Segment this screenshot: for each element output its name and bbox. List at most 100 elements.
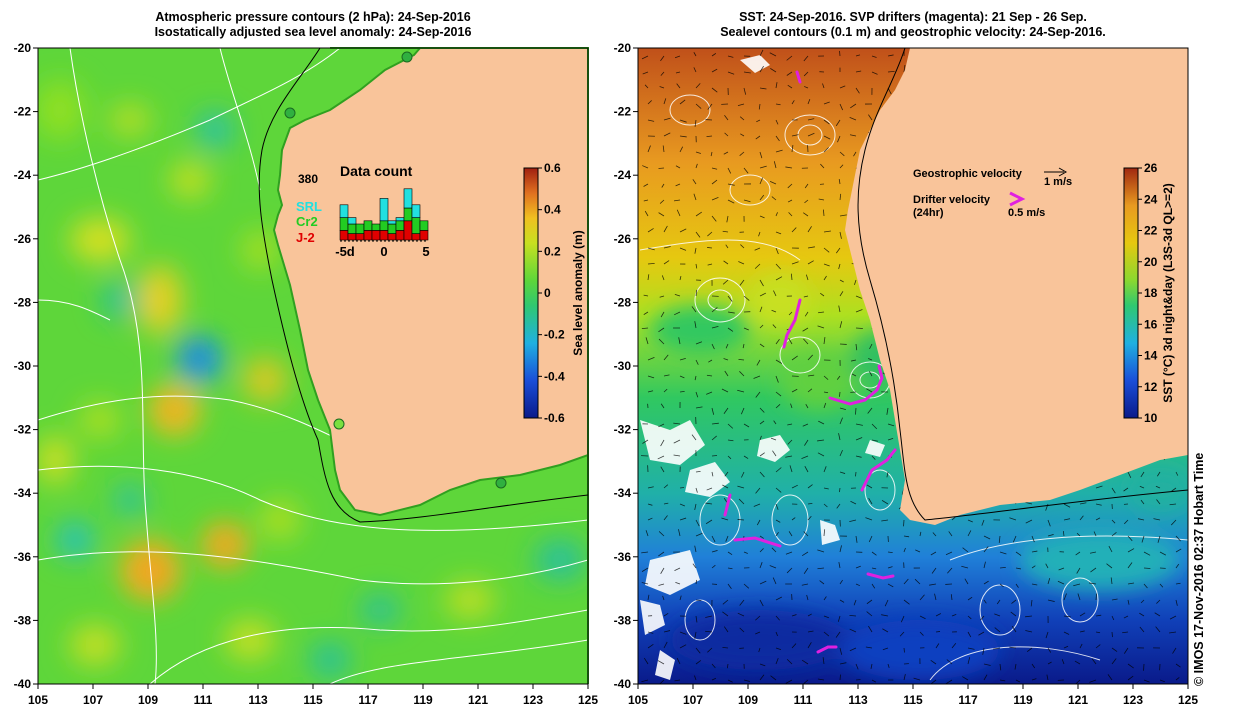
- sst-colorbar: 26 24 22 20 18 16 14 12 10 SST (°C) 3d night&day…: [1123, 161, 1175, 425]
- left-lat-tick-label: -20: [14, 41, 32, 55]
- sla-colorbar: 0.6 0.4 0.2 0 -0.2 -0.4 -0.6 Sea level anomaly…: [523, 161, 585, 425]
- left-lon-tick-label: 117: [358, 693, 378, 707]
- left-lat-tick-label: -26: [14, 232, 32, 246]
- sst-colorbar-title: SST (°C) 3d night&day (L3S-3d QL>=2): [1161, 183, 1175, 403]
- sst-colorbar-tick: 14: [1144, 349, 1158, 363]
- hist-bar-srl: [387, 220, 397, 225]
- left-title-line-1: Atmospheric pressure contours (2 hPa): 2…: [155, 10, 471, 24]
- hist-bar-cr2: [355, 223, 365, 234]
- left-lat-tick-label: -40: [14, 677, 32, 691]
- data-count-title: Data count: [340, 163, 413, 179]
- right-lat-tick-label: -20: [614, 41, 632, 55]
- sst-colorbar-tick: 18: [1144, 286, 1158, 300]
- sst-colorbar-tick: 24: [1144, 192, 1158, 206]
- left-lat-tick-label: -22: [14, 105, 32, 119]
- tide-gauge-marker: [333, 418, 345, 430]
- right-lat-tick-label: -36: [614, 550, 632, 564]
- drifter-velocity-sub: (24hr): [913, 207, 944, 219]
- right-lat-tick-label: -40: [614, 677, 632, 691]
- hist-bar-srl: [347, 217, 357, 225]
- right-lon-tick-label: 107: [683, 693, 703, 707]
- right-map-title: SST: 24-Sep-2016. SVP drifters (magenta)…: [638, 10, 1188, 40]
- right-title-line-1: SST: 24-Sep-2016. SVP drifters (magenta)…: [739, 10, 1087, 24]
- right-lon-tick-label: 119: [1013, 693, 1033, 707]
- hist-bar-j-2: [363, 230, 373, 241]
- right-lon-tick-label: 113: [848, 693, 868, 707]
- left-lat-tick-label: -38: [14, 613, 32, 627]
- hist-bar-cr2: [419, 220, 429, 231]
- left-lon-tick-label: 111: [194, 693, 213, 707]
- hist-bar-j-2: [379, 230, 389, 241]
- sst-colorbar-tick: 12: [1144, 380, 1158, 394]
- left-lon-tick-label: 113: [248, 693, 268, 707]
- right-lon-tick-label: 125: [1178, 693, 1198, 707]
- hist-bar-cr2: [363, 220, 373, 231]
- hist-bar-j-2: [371, 230, 381, 241]
- hist-bar-cr2: [403, 207, 413, 222]
- hist-bar-j-2: [419, 230, 429, 241]
- hist-xlabel-zero: 0: [380, 244, 387, 259]
- sst-colorbar-tick: 10: [1144, 411, 1158, 425]
- sla-colorbar-tick: 0.4: [544, 203, 561, 217]
- hist-bar-cr2: [339, 217, 349, 231]
- left-lat-tick-label: -36: [14, 550, 32, 564]
- tide-gauge-marker: [401, 51, 413, 63]
- right-lat-tick-label: -32: [614, 423, 632, 437]
- sst-colorbar-tick: 22: [1144, 224, 1158, 238]
- tide-gauge-marker: [495, 477, 507, 489]
- sst-colorbar-tick: 16: [1144, 317, 1158, 331]
- left-map-title: Atmospheric pressure contours (2 hPa): 2…: [38, 10, 588, 40]
- sst-colorbar-tick: 20: [1144, 255, 1158, 269]
- geostrophic-velocity-label: Geostrophic velocity: [913, 168, 1023, 180]
- drifter-scale-label: 0.5 m/s: [1008, 207, 1045, 219]
- legend-cr2: Cr2: [296, 214, 318, 229]
- hist-bar-srl: [379, 198, 389, 222]
- drifter-tracks: [723, 70, 897, 654]
- hist-bar-cr2: [347, 223, 357, 234]
- hist-bar-cr2: [387, 223, 397, 234]
- left-title-line-2: Isostatically adjusted sea level anomaly…: [154, 25, 472, 39]
- velocity-legend: Geostrophic velocity 1 m/s Drifter veloc…: [913, 167, 1072, 219]
- left-lon-tick-label: 105: [28, 693, 48, 707]
- imos-credit: © IMOS 17-Nov-2016 02:37 Hobart Time: [1192, 453, 1206, 686]
- geostrophic-scale-label: 1 m/s: [1044, 176, 1072, 188]
- drifter-velocity-label: Drifter velocity: [913, 194, 991, 206]
- hist-bar-cr2: [411, 217, 421, 234]
- left-lon-tick-label: 115: [303, 693, 323, 707]
- hist-bar-j-2: [411, 233, 421, 241]
- geostrophic-scale-arrow-icon: [1044, 167, 1068, 177]
- drifter-scale-arrow-icon: [1009, 191, 1026, 207]
- left-lat-tick-label: -30: [14, 359, 32, 373]
- sla-colorbar-tick: -0.2: [544, 328, 565, 342]
- left-lat-tick-label: -24: [14, 168, 32, 182]
- legend-srl: SRL: [296, 199, 322, 214]
- data-count-total: 380: [298, 172, 318, 186]
- right-lon-tick-label: 117: [958, 693, 978, 707]
- left-lat-tick-label: -32: [14, 423, 32, 437]
- sla-colorbar-tick: -0.4: [544, 369, 565, 383]
- left-lat-tick-label: -34: [14, 486, 32, 500]
- hist-bar-cr2: [395, 220, 405, 231]
- left-lon-tick-label: 107: [83, 693, 103, 707]
- australia-land-left: [272, 47, 589, 684]
- right-lon-tick-label: 109: [738, 693, 758, 707]
- pressure-contours: [38, 48, 588, 684]
- left-lat-tick-label: -28: [14, 295, 32, 309]
- hist-bar-j-2: [395, 230, 405, 241]
- sla-colorbar-title: Sea level anomaly (m): [571, 230, 585, 355]
- right-lat-tick-label: -26: [614, 232, 632, 246]
- hist-bar-j-2: [347, 233, 357, 241]
- right-lon-tick-label: 123: [1123, 693, 1143, 707]
- left-lon-tick-label: 121: [468, 693, 488, 707]
- right-lat-tick-label: -24: [614, 168, 632, 182]
- right-lon-tick-label: 121: [1068, 693, 1088, 707]
- hist-bar-srl: [411, 204, 421, 218]
- right-lat-tick-label: -22: [614, 105, 632, 119]
- right-lat-tick-label: -38: [614, 613, 632, 627]
- legend-j2: J-2: [296, 230, 315, 245]
- right-axis-ticks: -20 -22 -24 -26 -28 -30 -32 -34 -36 -38 -40 105 107 1…: [614, 41, 1199, 707]
- hist-bar-j-2: [339, 230, 349, 241]
- left-lon-tick-label: 109: [138, 693, 158, 707]
- data-count-inset: 380 Data count SRL Cr2 J-2 -5d 0 5: [296, 163, 430, 259]
